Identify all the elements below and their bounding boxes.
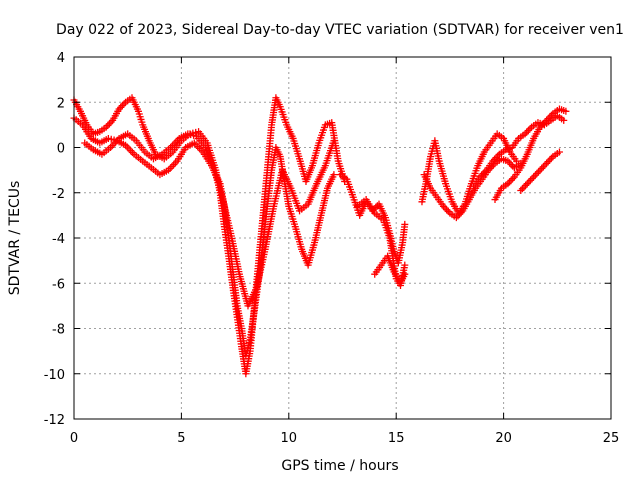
data-point xyxy=(330,171,338,179)
y-tick-label: -10 xyxy=(44,368,65,383)
data-point xyxy=(507,176,515,184)
data-point xyxy=(522,181,530,189)
data-point xyxy=(330,137,338,145)
data-point xyxy=(560,116,568,124)
data-point xyxy=(509,175,517,183)
data-point xyxy=(543,159,551,167)
y-tick-label: 0 xyxy=(57,142,65,157)
data-point xyxy=(518,185,526,193)
x-tick-label: 0 xyxy=(70,431,78,446)
data-point xyxy=(547,154,555,162)
y-tick-label: -12 xyxy=(44,413,65,428)
y-tick-label: -8 xyxy=(52,323,65,338)
data-point xyxy=(541,161,549,169)
x-tick-label: 5 xyxy=(177,431,185,446)
data-point xyxy=(441,204,449,212)
data-point xyxy=(523,128,531,136)
data-point xyxy=(118,102,126,110)
data-point xyxy=(104,121,112,129)
data-point xyxy=(523,180,531,188)
data-point xyxy=(535,168,543,176)
series-track-g xyxy=(418,130,520,217)
data-point xyxy=(539,163,547,171)
data-point xyxy=(530,173,538,181)
series-track-k xyxy=(517,148,563,194)
x-tick-label: 10 xyxy=(281,431,298,446)
x-tick-label: 15 xyxy=(388,431,405,446)
y-axis-label: SDTVAR / TECUs xyxy=(7,181,23,296)
y-tick-label: -6 xyxy=(52,277,65,292)
data-point xyxy=(444,207,452,215)
series-track-f xyxy=(371,252,409,287)
data-point xyxy=(120,100,128,108)
data-points xyxy=(70,94,570,378)
y-tick-label: 2 xyxy=(57,96,65,111)
y-tick-label: -4 xyxy=(52,232,65,247)
data-point xyxy=(401,261,409,269)
x-axis-label: GPS time / hours xyxy=(281,458,398,474)
x-tick-label: 25 xyxy=(603,431,620,446)
data-point xyxy=(506,178,514,186)
grid-lines xyxy=(74,57,611,419)
series-track-b xyxy=(70,114,338,360)
data-point xyxy=(562,107,570,115)
data-point xyxy=(401,220,409,228)
x-axis-ticks: 0 5 10 15 20 25 xyxy=(70,57,619,446)
data-point xyxy=(520,183,528,191)
data-point xyxy=(528,175,536,183)
data-point xyxy=(517,186,525,194)
data-point xyxy=(536,166,544,174)
chart-title: Day 022 of 2023, Sidereal Day-to-day VTE… xyxy=(56,22,624,38)
series-track-j xyxy=(470,112,568,190)
data-point xyxy=(546,156,554,164)
y-axis-ticks: -12 -10 -8 -6 -4 -2 0 2 4 xyxy=(44,51,611,428)
x-tick-label: 20 xyxy=(495,431,512,446)
data-point xyxy=(526,176,534,184)
data-point xyxy=(443,206,451,214)
data-point xyxy=(544,158,552,166)
y-tick-label: 4 xyxy=(57,51,65,66)
series-track-a xyxy=(70,94,349,378)
series-track-h xyxy=(420,155,525,222)
data-point xyxy=(524,127,532,135)
data-point xyxy=(401,270,409,278)
data-point xyxy=(526,125,534,133)
data-point xyxy=(531,171,539,179)
data-point xyxy=(538,164,546,172)
data-point xyxy=(555,148,563,156)
data-point xyxy=(525,178,533,186)
data-point xyxy=(105,120,113,128)
data-point xyxy=(533,170,541,178)
y-tick-label: -2 xyxy=(52,187,65,202)
series-track-d xyxy=(336,171,409,267)
series-track-c xyxy=(81,130,338,310)
